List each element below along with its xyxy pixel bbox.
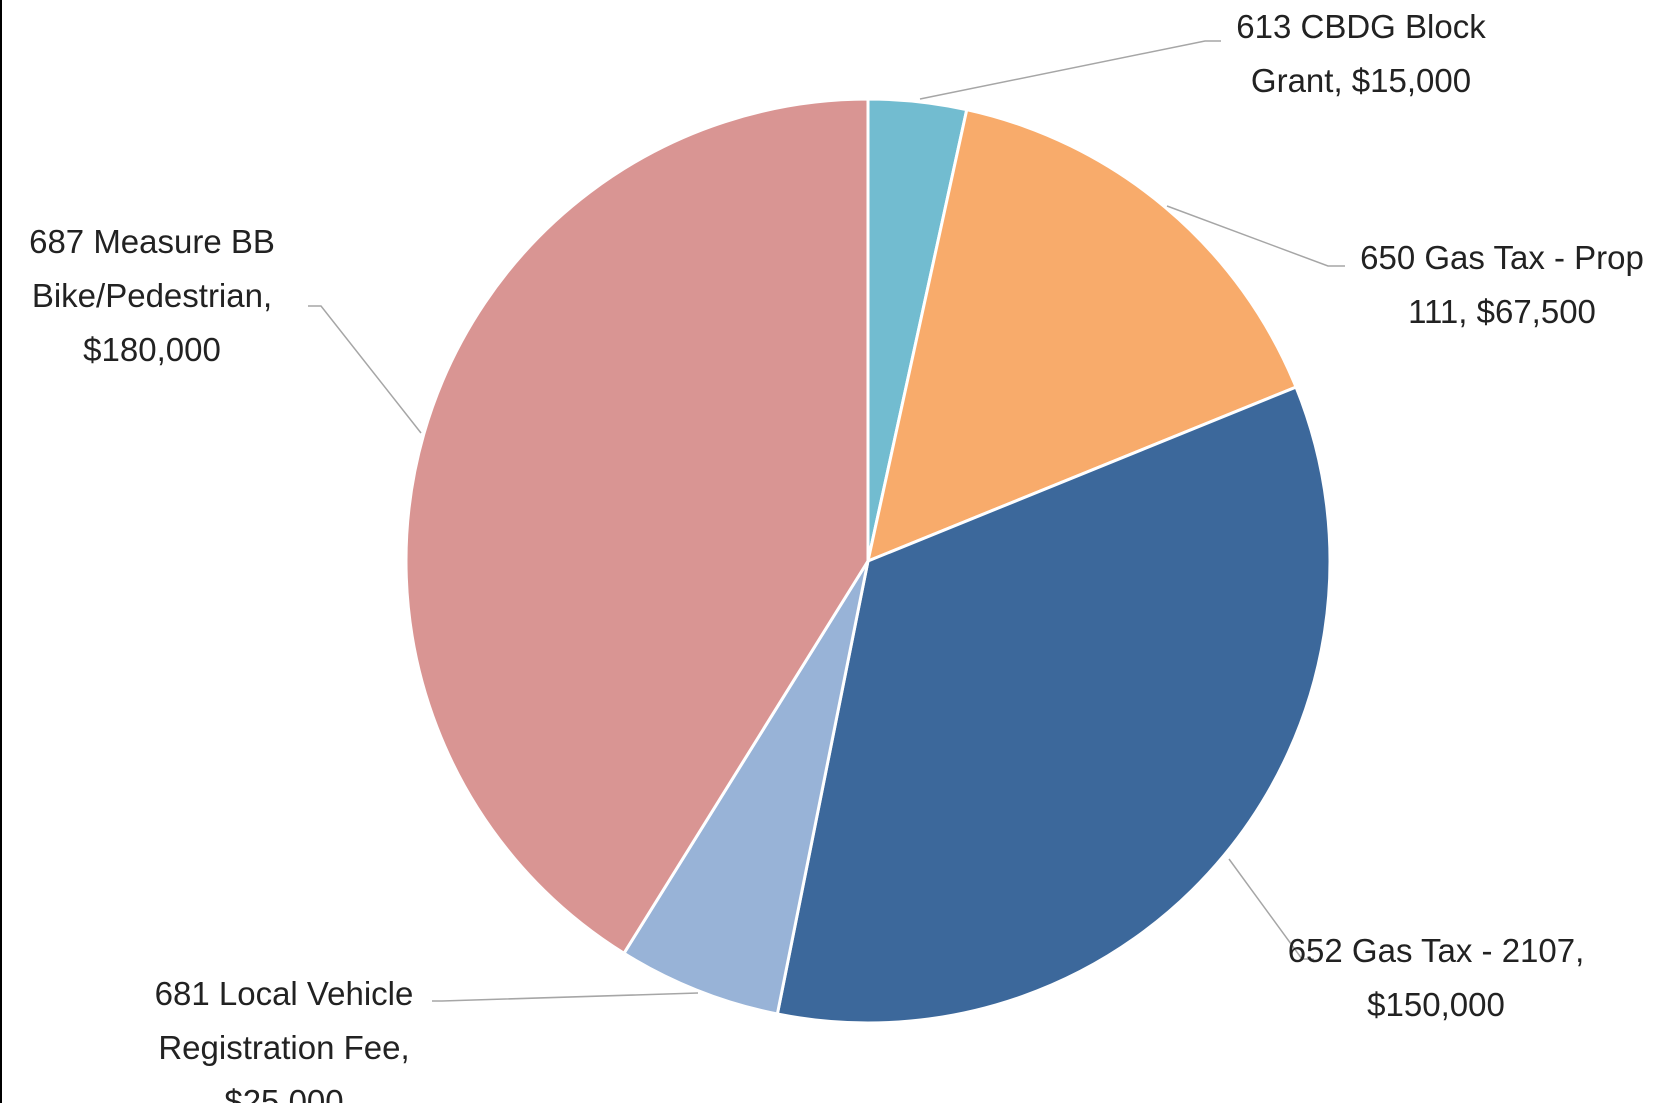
leader-line — [919, 40, 1221, 100]
data-label: 681 Local Vehicle Registration Fee, $25,… — [124, 967, 444, 1103]
category-label: 613 CBDG Block Grant, — [1236, 8, 1486, 99]
value-label: $150,000 — [1367, 986, 1505, 1023]
pie-slice — [621, 560, 870, 1016]
category-label: 681 Local Vehicle Registration Fee, — [154, 975, 414, 1066]
data-label: 652 Gas Tax - 2107, $150,000 — [1286, 924, 1586, 1032]
pie-slice — [404, 97, 870, 956]
pie-slice — [865, 107, 1298, 564]
data-label: 687 Measure BB Bike/Pedestrian, $180,000 — [7, 215, 297, 377]
data-label: 613 CBDG Block Grant, $15,000 — [1206, 0, 1516, 108]
pie-slice — [775, 385, 1332, 1025]
leader-line — [432, 992, 699, 1002]
value-label: $67,500 — [1476, 293, 1596, 330]
category-label: 652 Gas Tax - 2107, — [1287, 932, 1585, 969]
leader-line — [1228, 858, 1314, 960]
value-label: $25,000 — [224, 1083, 344, 1103]
data-label: 650 Gas Tax - Prop 111, $67,500 — [1337, 231, 1665, 339]
leader-line — [308, 305, 422, 434]
value-label: $180,000 — [83, 331, 221, 368]
category-label: 687 Measure BB Bike/Pedestrian, — [29, 223, 275, 314]
leader-line — [1166, 205, 1345, 267]
category-label: 650 Gas Tax - Prop 111, — [1360, 239, 1644, 330]
value-label: $15,000 — [1351, 62, 1472, 99]
